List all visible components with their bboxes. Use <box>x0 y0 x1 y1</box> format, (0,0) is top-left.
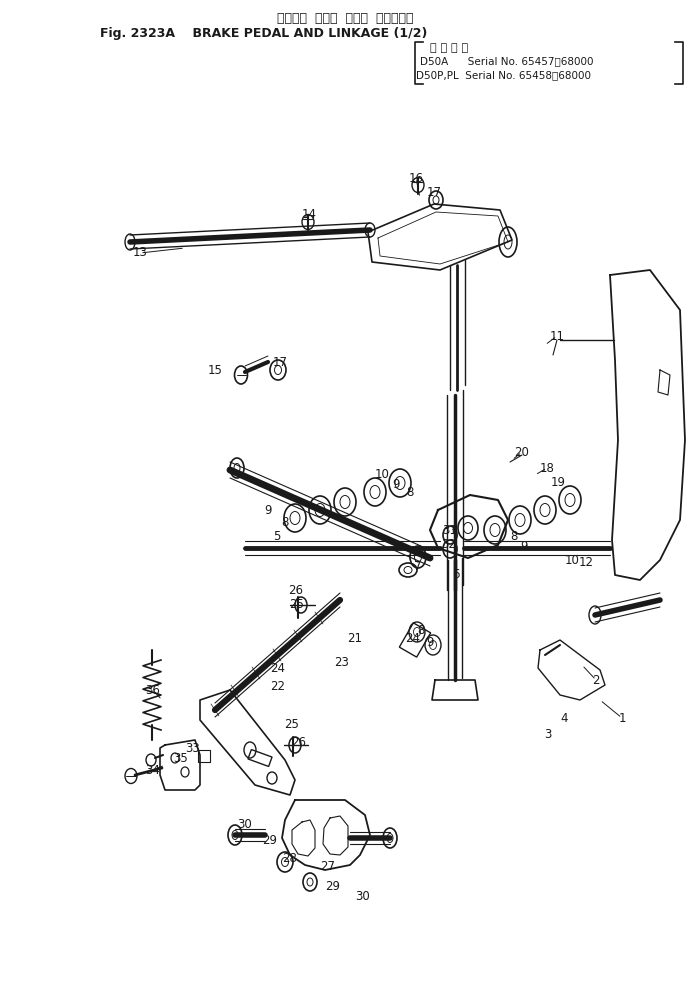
Text: 33: 33 <box>186 743 200 756</box>
Text: 23: 23 <box>335 656 349 669</box>
Text: 24: 24 <box>406 632 420 645</box>
Text: 8: 8 <box>511 530 518 544</box>
Text: 9: 9 <box>264 503 272 516</box>
Text: 22: 22 <box>270 680 286 693</box>
Text: 31: 31 <box>442 523 457 536</box>
Text: 適 用 号 機: 適 用 号 機 <box>430 43 468 53</box>
Text: 2: 2 <box>592 674 600 686</box>
Text: 15: 15 <box>208 364 222 377</box>
Text: 29: 29 <box>326 879 340 892</box>
Text: 26: 26 <box>291 736 306 749</box>
Text: 17: 17 <box>426 186 442 199</box>
Text: 26: 26 <box>288 584 304 597</box>
Text: 30: 30 <box>237 819 253 832</box>
Text: 1: 1 <box>618 711 626 725</box>
Text: 27: 27 <box>320 860 335 873</box>
Text: 10: 10 <box>564 554 580 567</box>
Text: 17: 17 <box>273 356 288 370</box>
Text: 4: 4 <box>560 711 568 725</box>
Text: 36: 36 <box>146 683 161 696</box>
Text: 12: 12 <box>578 556 593 569</box>
Text: 32: 32 <box>442 538 457 552</box>
Text: D50A      Serial No. 65457～68000: D50A Serial No. 65457～68000 <box>420 56 593 66</box>
Text: 8: 8 <box>406 487 414 499</box>
Bar <box>248 750 272 766</box>
Text: 25: 25 <box>284 718 299 732</box>
Text: 25: 25 <box>290 598 304 611</box>
Text: 20: 20 <box>515 445 529 459</box>
Text: 21: 21 <box>348 632 362 645</box>
Text: 18: 18 <box>540 462 555 475</box>
Text: Fig. 2323A    BRAKE PEDAL AND LINKAGE (1/2): Fig. 2323A BRAKE PEDAL AND LINKAGE (1/2) <box>100 27 427 40</box>
Text: 34: 34 <box>146 764 161 776</box>
Text: 10: 10 <box>375 468 389 481</box>
Text: 24: 24 <box>270 662 286 674</box>
Bar <box>400 623 431 657</box>
Text: 28: 28 <box>283 852 297 864</box>
Text: 19: 19 <box>551 476 566 489</box>
Text: 8: 8 <box>282 516 288 529</box>
Text: 35: 35 <box>174 752 188 764</box>
Text: 13: 13 <box>132 246 148 259</box>
Text: 9: 9 <box>392 478 400 491</box>
Text: 11: 11 <box>549 329 564 342</box>
Text: ブレーキ  ペダル  および  リンケージ: ブレーキ ペダル および リンケージ <box>277 12 413 25</box>
Text: 8: 8 <box>417 624 424 638</box>
Text: 16: 16 <box>408 171 424 185</box>
Text: D50P,PL  Serial No. 65458～68000: D50P,PL Serial No. 65458～68000 <box>416 70 591 80</box>
Text: 5: 5 <box>273 529 281 543</box>
Text: 3: 3 <box>544 729 552 742</box>
Text: 9: 9 <box>520 541 528 554</box>
Text: 9: 9 <box>426 637 434 650</box>
Text: 6: 6 <box>452 569 460 582</box>
Text: 29: 29 <box>262 834 277 847</box>
Text: 14: 14 <box>302 209 317 222</box>
Text: 7: 7 <box>414 560 422 573</box>
Text: 30: 30 <box>355 890 371 904</box>
